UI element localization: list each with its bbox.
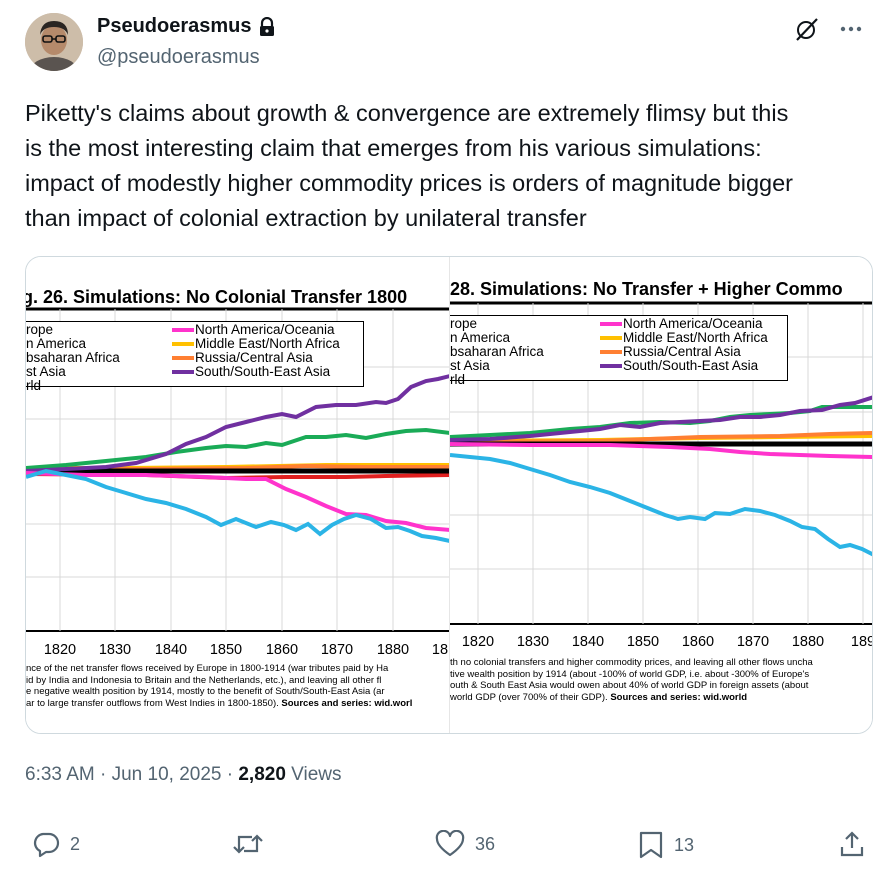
legend-item: South/South-East Asia (195, 364, 331, 379)
x-tick: 1830 (516, 634, 550, 650)
legend-item: North America/Oceania (623, 316, 763, 331)
caption-line: outh & South East Asia would owen about … (450, 680, 809, 691)
caption-line: ar to large transfer outflows from West … (26, 697, 282, 709)
x-tick: 1840 (571, 634, 605, 650)
display-name[interactable]: Pseudoerasmus (97, 15, 252, 37)
caption-line: th no colonial transfers and higher comm… (450, 657, 813, 668)
caption-line: world GDP (over 700% of their GDP). (450, 691, 611, 703)
x-tick: 1880 (791, 634, 825, 650)
legend-swatches (600, 322, 622, 368)
legend-item: st Asia (450, 358, 490, 373)
repost-icon (232, 830, 264, 858)
reply-count: 2 (70, 833, 81, 854)
share-icon (838, 830, 866, 858)
legend-item: Russia/Central Asia (623, 344, 741, 359)
tweet-media[interactable]: g. 26. Simulations: No Colonial Transfer… (25, 256, 873, 734)
chart-panel-1 (26, 307, 449, 632)
legend-right: North America/Oceania Middle East/North … (195, 323, 340, 379)
tweet-text-line: impact of modestly higher commodity pric… (25, 170, 794, 196)
legend-item: rld (26, 378, 42, 393)
legend-left: rope n America bsaharan Africa st Asia r… (26, 323, 120, 393)
chart-caption: th no colonial transfers and higher comm… (450, 657, 813, 703)
chart-caption: nce of the net transfer flows received b… (26, 663, 412, 709)
bookmark-count: 13 (674, 834, 695, 855)
x-tick: 1820 (43, 642, 77, 658)
like-icon (435, 830, 465, 858)
legend-item: n America (450, 330, 511, 345)
x-tick: 1850 (626, 634, 660, 650)
x-tick: 1820 (461, 634, 495, 650)
tweet-text-line: than impact of colonial extraction by un… (25, 205, 587, 231)
x-tick: 1870 (736, 634, 770, 650)
legend-item: rld (450, 372, 466, 387)
legend-right: North America/Oceania Middle East/North … (623, 317, 768, 373)
tweet-text-line: Piketty's claims about growth & converge… (25, 100, 789, 126)
bookmark-button[interactable]: 13 (638, 830, 694, 860)
legend-item: Russia/Central Asia (195, 350, 313, 365)
legend-item: Middle East/North Africa (623, 330, 768, 345)
like-button[interactable]: 36 (435, 830, 495, 858)
share-button[interactable] (838, 830, 866, 858)
legend-item: South/South-East Asia (623, 358, 759, 373)
tweet-meta: 6:33 AM · Jun 10, 2025 · 2,820 Views (25, 764, 342, 786)
legend-item: bsaharan Africa (450, 344, 544, 359)
x-tick: 189 (850, 634, 872, 650)
legend-swatches (172, 328, 194, 374)
chart-panel-2 (450, 301, 872, 625)
caption-line: nce of the net transfer flows received b… (26, 663, 389, 674)
media-image-1[interactable]: g. 26. Simulations: No Colonial Transfer… (26, 257, 449, 733)
caption-line: tive wealth position by 1914 (about -100… (450, 668, 810, 680)
x-tick: 1850 (209, 642, 243, 658)
x-tick: 1880 (376, 642, 410, 658)
media-image-2[interactable]: 28. Simulations: No Transfer + Higher Co… (449, 257, 872, 733)
views-count: 2,820 (238, 764, 286, 785)
x-tick: 1840 (154, 642, 188, 658)
x-tick: 1870 (320, 642, 354, 658)
chart-title: 28. Simulations: No Transfer + Higher Co… (450, 279, 843, 299)
grok-icon[interactable] (792, 14, 822, 44)
legend-item: st Asia (26, 364, 66, 379)
tweet-text: Piketty's claims about growth & converge… (25, 96, 875, 236)
more-icon[interactable] (836, 14, 866, 44)
views-label: Views (285, 764, 342, 785)
x-tick: 1860 (265, 642, 299, 658)
caption-line: e negative wealth position by 1914, most… (26, 686, 385, 697)
chart-title: g. 26. Simulations: No Colonial Transfer… (26, 287, 408, 307)
x-tick: 1860 (681, 634, 715, 650)
tweet-text-line: is the most interesting claim that emerg… (25, 135, 762, 161)
caption-line: id by India and Indonesia to Britain and… (26, 674, 382, 686)
x-tick: 18 (431, 642, 449, 658)
like-count: 36 (475, 833, 496, 854)
legend-item: North America/Oceania (195, 322, 335, 337)
legend-item: rope (26, 322, 54, 337)
legend (26, 321, 364, 387)
legend-item: bsaharan Africa (26, 350, 120, 365)
bookmark-icon (638, 830, 664, 860)
avatar[interactable] (25, 13, 83, 71)
lock-icon (258, 16, 276, 37)
legend-item: n America (26, 336, 87, 351)
tweet-timestamp[interactable]: 6:33 AM · Jun 10, 2025 · (25, 764, 239, 785)
legend-item: Middle East/North Africa (195, 336, 340, 351)
caption-source: Sources and series: wid.world (610, 691, 748, 703)
reply-icon (32, 830, 60, 858)
reply-button[interactable]: 2 (32, 830, 80, 858)
repost-button[interactable] (232, 830, 274, 858)
caption-source: Sources and series: wid.worl (281, 697, 413, 709)
legend-left: rope n America bsaharan Africa st Asia r… (450, 317, 544, 387)
action-bar: 2 36 13 (0, 830, 880, 874)
legend-item: rope (450, 316, 478, 331)
x-tick: 1830 (98, 642, 132, 658)
handle[interactable]: @pseudoerasmus (97, 46, 260, 68)
